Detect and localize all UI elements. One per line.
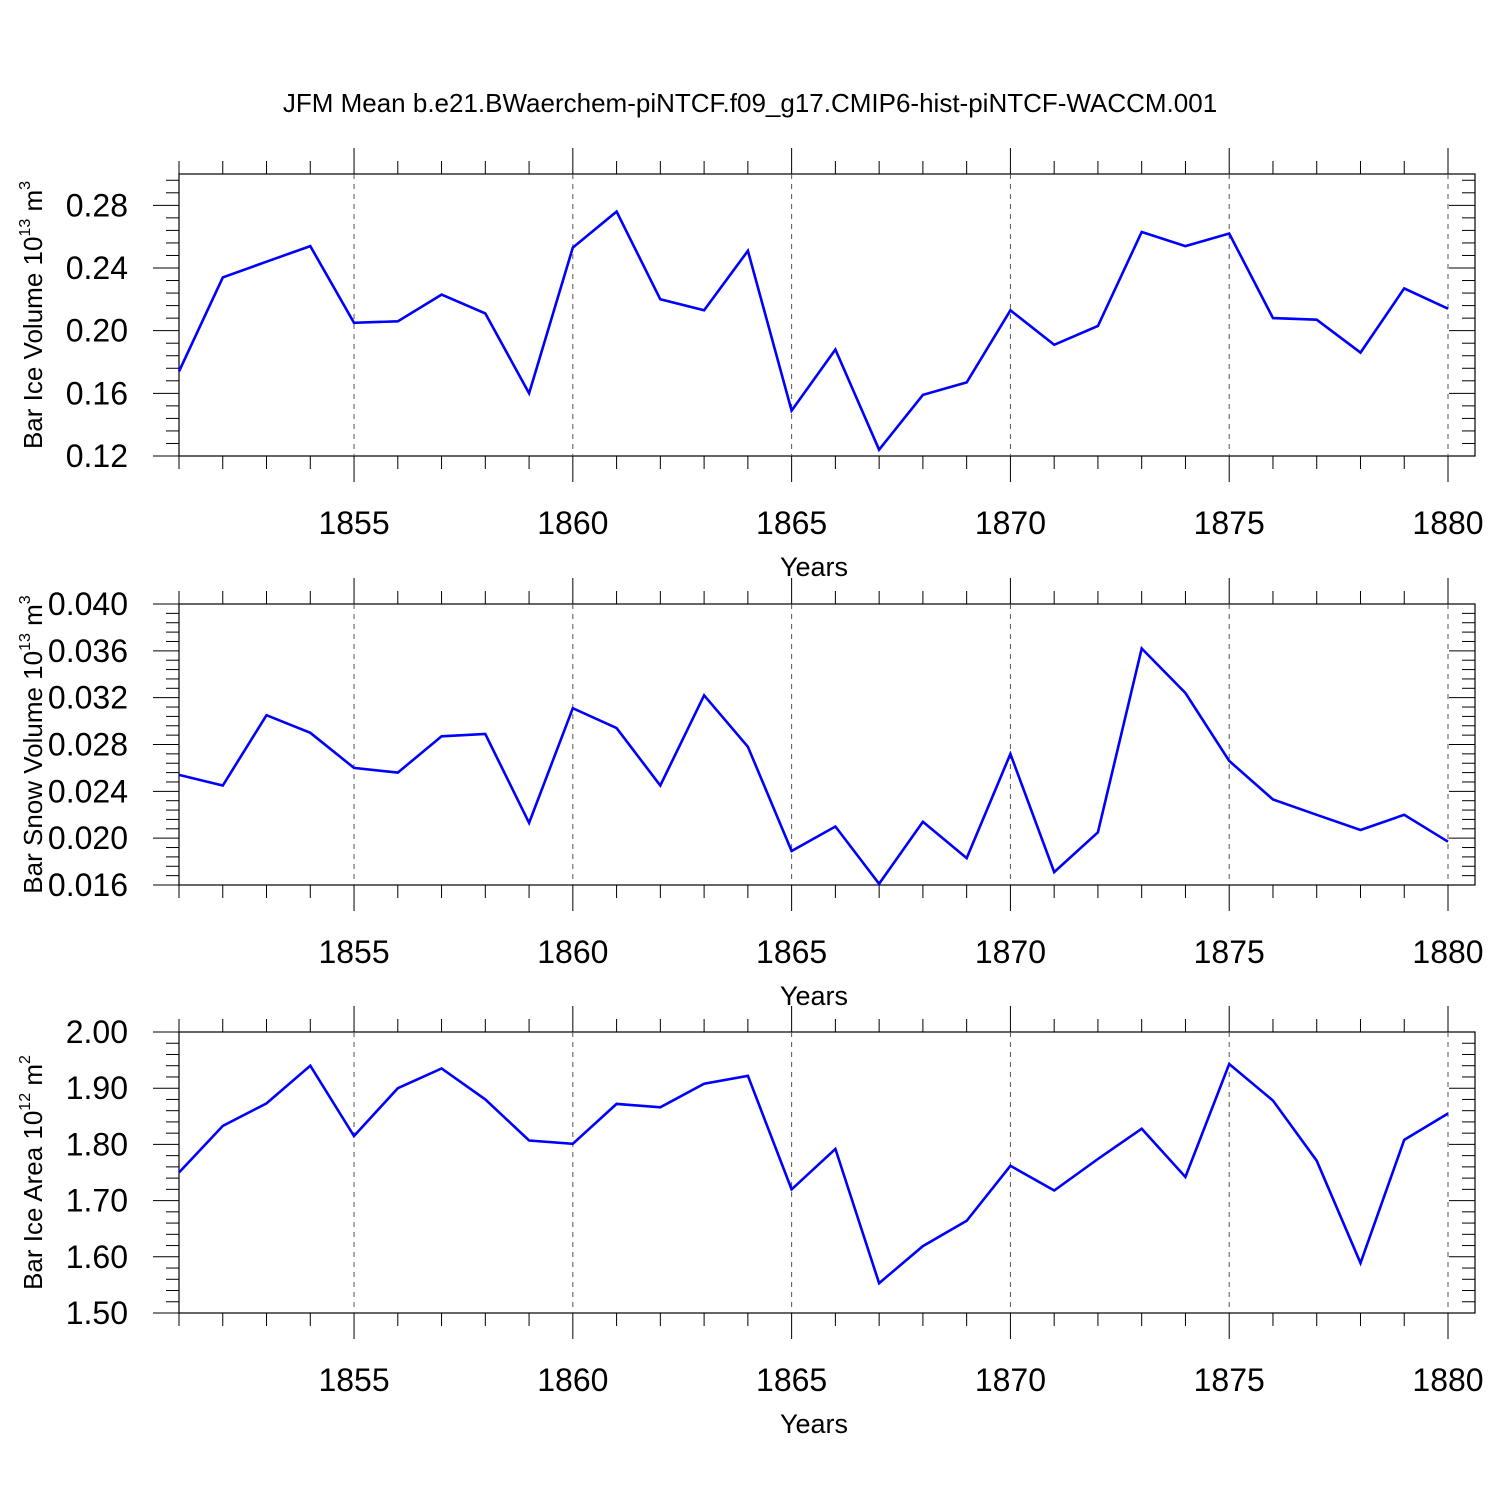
panel-3: 1.50 1.60 1.70 1.80 1.90 2.00 1855 1860 1865 1870… [17, 1006, 1484, 1439]
x-tick-label: 1860 [537, 934, 608, 970]
x-tick-label: 1880 [1412, 934, 1483, 970]
x-tick-label: 1870 [975, 505, 1046, 541]
y-axis-label: Bar Ice Area 1012 m2 [17, 1055, 48, 1290]
y-tick-label: 0.028 [48, 727, 128, 763]
x-tick-label: 1860 [537, 505, 608, 541]
x-axis-label: Years [780, 1409, 848, 1439]
y-tick-label: 0.20 [66, 313, 128, 349]
y-tick-label: 1.80 [66, 1126, 128, 1162]
y-tick-label: 1.60 [66, 1239, 128, 1275]
x-tick-label: 1865 [756, 1362, 827, 1398]
x-tick-label: 1880 [1412, 1362, 1483, 1398]
y-tick-label: 0.24 [66, 250, 128, 286]
x-tick-label: 1865 [756, 934, 827, 970]
chart-title: JFM Mean b.e21.BWaerchem-piNTCF.f09_g17.… [283, 88, 1217, 118]
y-axis-label: Bar Ice Volume 1013 m3 [17, 181, 48, 449]
y-tick-label: 0.16 [66, 375, 128, 411]
y-tick-label: 0.032 [48, 680, 128, 716]
y-tick-label: 0.016 [48, 867, 128, 903]
x-tick-label: 1855 [318, 934, 389, 970]
series-line [178, 1061, 1449, 1286]
panel-1: 0.12 0.16 0.20 0.24 0.28 1855 1860 1865 1870 1875… [17, 148, 1484, 582]
y-tick-label: 0.036 [48, 633, 128, 669]
series-line [178, 645, 1449, 886]
x-tick-label: 1875 [1194, 1362, 1265, 1398]
x-tick-label: 1875 [1194, 934, 1265, 970]
y-tick-label: 1.90 [66, 1070, 128, 1106]
plot-frame [178, 173, 1476, 457]
x-tick-label: 1860 [537, 1362, 608, 1398]
x-tick-label: 1880 [1412, 505, 1483, 541]
x-tick-label: 1855 [318, 1362, 389, 1398]
y-axis-label: Bar Snow Volume 1013 m3 [17, 595, 48, 894]
y-tick-label: 0.024 [48, 773, 128, 809]
x-axis-label: Years [780, 552, 848, 582]
x-tick-label: 1870 [975, 934, 1046, 970]
x-tick-label: 1875 [1194, 505, 1265, 541]
x-tick-label: 1870 [975, 1362, 1046, 1398]
panel-2: 0.016 0.020 0.024 0.028 0.032 0.036 0.040 1855 1… [17, 578, 1484, 1011]
y-tick-label: 2.00 [66, 1014, 128, 1050]
y-tick-label: 0.020 [48, 820, 128, 856]
x-tick-label: 1865 [756, 505, 827, 541]
y-tick-label: 0.040 [48, 586, 128, 622]
plot-frame [178, 603, 1476, 886]
y-tick-label: 1.50 [66, 1295, 128, 1331]
series-line [177, 209, 1449, 453]
y-tick-label: 1.70 [66, 1183, 128, 1219]
y-tick-label: 0.12 [66, 438, 128, 474]
x-tick-label: 1855 [318, 505, 389, 541]
plot-frame [178, 1031, 1476, 1314]
y-tick-label: 0.28 [66, 187, 128, 223]
x-axis-label: Years [780, 981, 848, 1011]
